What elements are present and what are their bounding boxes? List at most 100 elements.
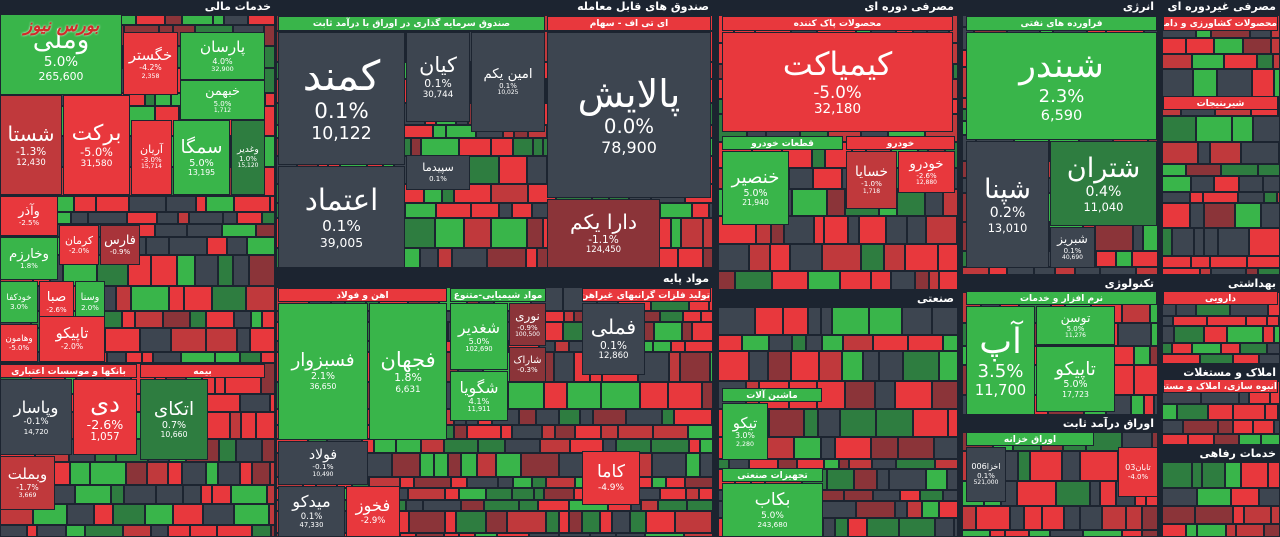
filler-tile: [669, 352, 680, 382]
filler-tile: [907, 501, 922, 518]
filler-tile: [861, 244, 884, 271]
filler-tile: [699, 488, 713, 500]
filler-tile: [168, 525, 190, 537]
stock-name: آپ: [979, 321, 1022, 362]
filler-tile: [876, 409, 913, 437]
stock-tile: سمگا 5.0% 13,195: [173, 120, 230, 195]
filler-tile: [146, 237, 169, 255]
filler-tile: [1207, 316, 1246, 326]
filler-tile: [1133, 222, 1143, 251]
filler-tile: [821, 437, 835, 459]
sector-header: مواد پایه: [276, 272, 713, 287]
stock-name: فولاد: [308, 447, 338, 464]
group-header: دارویی: [1163, 291, 1278, 305]
stock-value: 102,690: [465, 345, 493, 354]
filler-tile: [842, 351, 863, 381]
filler-tile: [497, 533, 529, 537]
filler-tile: [218, 255, 233, 286]
filler-tile: [790, 244, 822, 271]
filler-tile: [1204, 203, 1235, 228]
filler-tile: [501, 425, 512, 439]
filler-tile: [710, 352, 713, 382]
filler-tile: [895, 501, 907, 518]
filler-tile: [1233, 404, 1265, 420]
stock-name: دارا یکم: [570, 209, 637, 234]
filler-tile: [660, 488, 686, 500]
stock-tile: خودکفا 3.0%: [0, 281, 38, 323]
filler-tile: [252, 462, 270, 485]
stock-tile: سپیدما 0.1%: [406, 155, 470, 190]
filler-tile: [168, 462, 182, 485]
stock-name: کرمان: [64, 233, 94, 247]
filler-tile: [770, 244, 790, 271]
filler-tile: [234, 504, 269, 525]
stock-change: -1.0%: [861, 179, 882, 189]
stock-value: 13,010: [987, 221, 1028, 235]
filler-tile: [123, 525, 151, 537]
group-header: مواد شیمیایی-متنوع: [450, 288, 546, 302]
sector-header: بهداشتی: [1162, 277, 1280, 292]
stock-name: وملی: [32, 24, 90, 55]
filler-tile: [240, 352, 261, 363]
filler-tile: [1162, 506, 1195, 524]
filler-tile: [396, 439, 421, 453]
filler-tile: [196, 196, 206, 212]
filler-tile: [1122, 530, 1142, 537]
filler-tile: [534, 488, 544, 500]
filler-tile: [1151, 323, 1158, 346]
filler-tile: [844, 490, 873, 501]
filler-tile: [690, 268, 701, 270]
filler-tile: [1116, 251, 1132, 267]
filler-tile: [521, 453, 559, 477]
stock-value: 6,590: [1040, 107, 1083, 124]
filler-tile: [742, 335, 769, 351]
filler-tile: [808, 307, 821, 335]
sector-header: خدمات رفاهی: [1162, 447, 1280, 462]
stock-change: -3.0%: [141, 156, 162, 165]
stock-value: 12,430: [16, 156, 46, 167]
stock-name: فجهان: [380, 346, 436, 372]
stock-name: اخزا006: [971, 461, 1001, 472]
filler-tile: [1217, 69, 1252, 97]
filler-tile: [638, 268, 667, 270]
filler-tile: [897, 189, 925, 216]
filler-tile: [908, 335, 943, 351]
filler-tile: [839, 459, 849, 469]
filler-tile: [1162, 228, 1172, 256]
filler-tile: [0, 525, 27, 537]
group-header: نرم افزار و خدمات: [966, 291, 1157, 305]
stock-name: وغدیر: [237, 143, 259, 155]
filler-tile: [1239, 176, 1263, 192]
filler-tile: [681, 218, 703, 248]
filler-tile: [240, 394, 270, 412]
filler-tile: [491, 138, 513, 156]
filler-tile: [674, 409, 712, 425]
filler-tile: [1246, 268, 1258, 275]
filler-tile: [1162, 404, 1177, 420]
filler-tile: [222, 224, 256, 237]
stock-value: 100,500: [515, 330, 540, 338]
filler-tile: [484, 500, 519, 511]
filler-tile: [1131, 395, 1144, 415]
stock-name: پارسان: [199, 37, 246, 56]
filler-tile: [755, 307, 783, 335]
filler-tile: [920, 490, 943, 501]
filler-tile: [555, 341, 569, 352]
filler-tile: [1241, 462, 1268, 488]
filler-tile: [652, 477, 666, 488]
filler-tile: [1186, 524, 1197, 537]
filler-tile: [236, 439, 262, 462]
filler-tile: [686, 453, 700, 477]
filler-tile: [265, 93, 275, 106]
stock-tile: توسن 5.0% 11,276: [1036, 306, 1115, 345]
filler-tile: [827, 469, 854, 490]
filler-tile: [131, 286, 169, 311]
filler-tile: [671, 218, 681, 248]
filler-tile: [645, 533, 684, 537]
stock-name: برکت: [71, 120, 122, 146]
filler-tile: [1221, 164, 1258, 176]
filler-tile: [1162, 38, 1186, 54]
filler-tile: [879, 351, 903, 381]
filler-tile: [718, 351, 749, 381]
